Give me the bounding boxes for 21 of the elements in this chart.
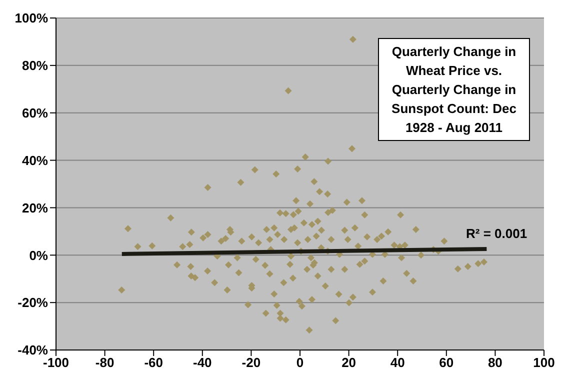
y-tick-label: 60% bbox=[22, 105, 48, 120]
y-tick-label: -20% bbox=[18, 295, 48, 310]
y-tick-label: 100% bbox=[14, 10, 48, 26]
y-tick-label: -40% bbox=[18, 342, 48, 358]
x-tick-label: -40 bbox=[193, 355, 212, 370]
x-tick-label: 20 bbox=[342, 355, 356, 370]
y-tick-label: 80% bbox=[22, 58, 48, 74]
x-tick-label: -100 bbox=[42, 355, 70, 370]
y-tick-label: 20% bbox=[22, 200, 48, 216]
x-tick-label: 100 bbox=[533, 355, 555, 370]
x-tick-label: -80 bbox=[95, 355, 114, 370]
y-tick-label: 40% bbox=[22, 152, 48, 168]
x-tick-label: 40 bbox=[390, 355, 405, 370]
x-tick-label: 0 bbox=[296, 355, 304, 370]
y-tick-label: 0% bbox=[29, 248, 48, 263]
x-tick-label: 60 bbox=[439, 355, 454, 370]
x-tick-label: -60 bbox=[144, 355, 163, 370]
annotation: R² = 0.001 bbox=[466, 226, 528, 241]
x-tick-label: -20 bbox=[242, 355, 261, 370]
text: Quarterly Change in Wheat Price vs. Quarterly Change in Sunspot Count: Dec 1928 - Aug 2011 bbox=[378, 38, 530, 141]
x-tick-label: 80 bbox=[488, 355, 502, 370]
